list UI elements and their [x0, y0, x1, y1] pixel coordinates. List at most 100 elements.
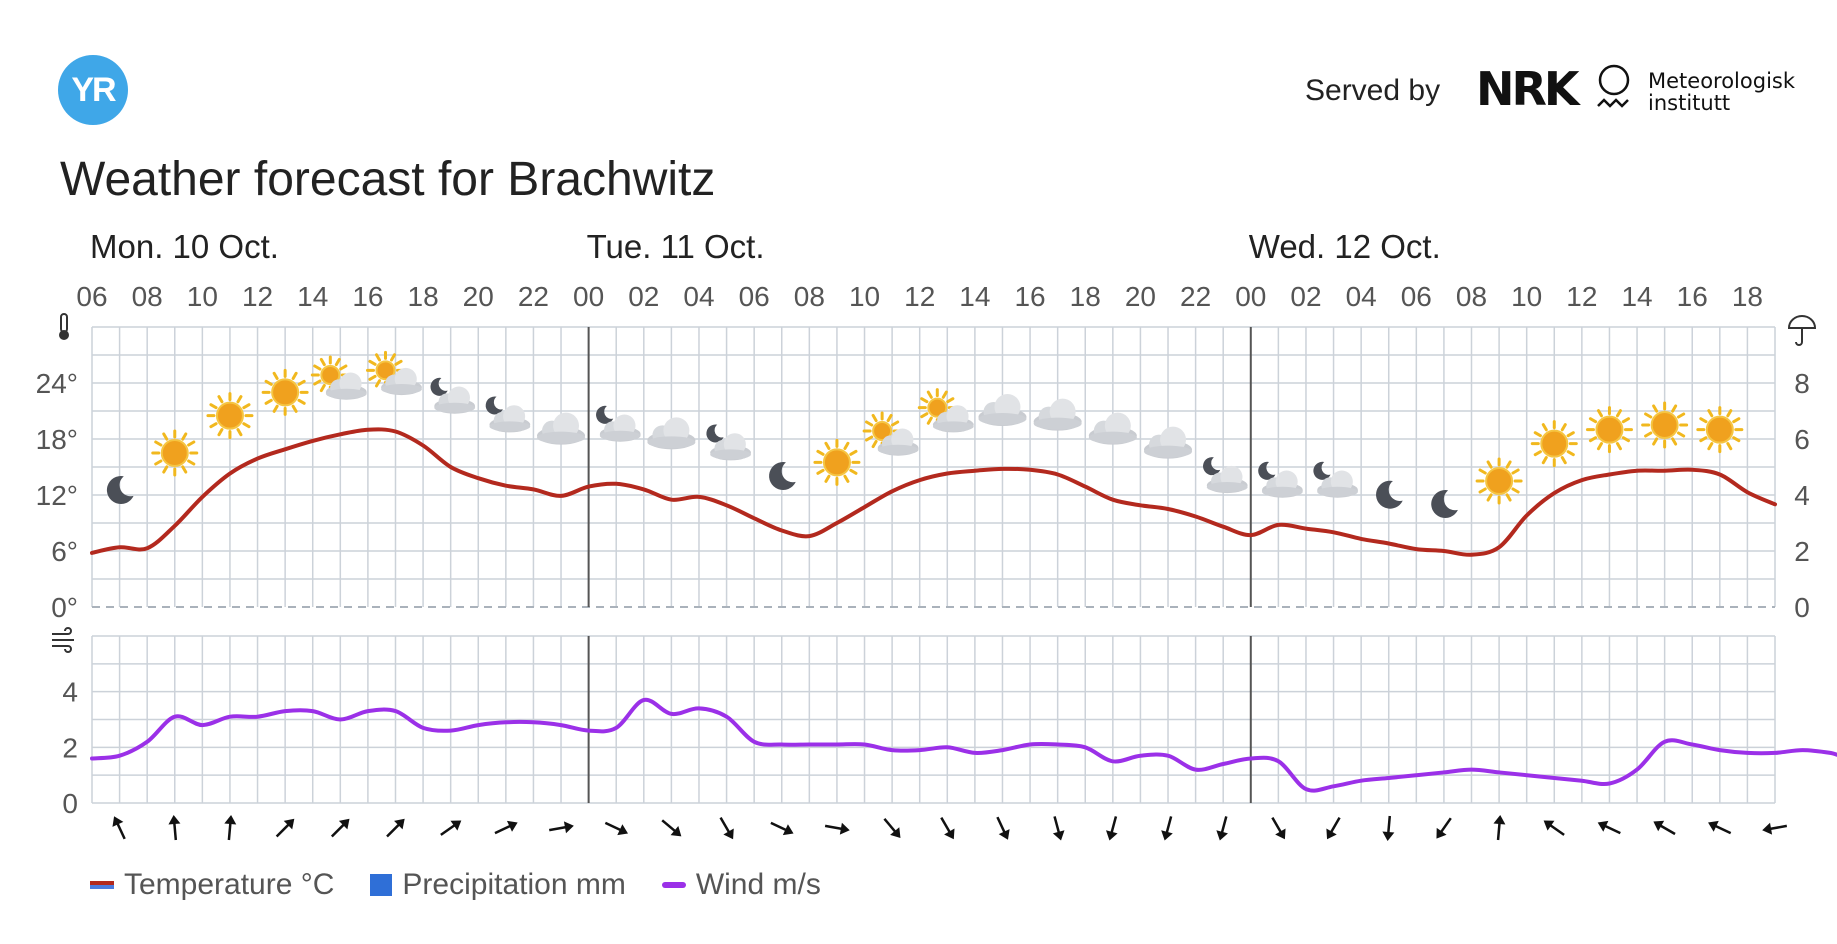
- precipitation-y-tick: 8: [1794, 368, 1810, 399]
- x-tick-label: 22: [518, 281, 549, 312]
- x-tick-labels: 06 08 10 12 14 16 18 20 22 00 02 04 06 08 10 12 14 16 18 20…: [76, 281, 1763, 312]
- x-tick-label: 08: [794, 281, 825, 312]
- wind-arrow-icon: [604, 821, 628, 836]
- legend: Temperature °C Precipitation mm Wind m/s: [90, 868, 821, 902]
- sun-cloud-icon: [917, 388, 974, 433]
- wind-icon: [52, 627, 74, 653]
- wind-arrow-icon: [168, 815, 181, 841]
- met-institute-logo-icon[interactable]: [1596, 64, 1632, 118]
- wind-arrow-icon: [1708, 820, 1732, 835]
- x-tick-label: 16: [352, 281, 383, 312]
- umbrella-icon: [1787, 315, 1817, 346]
- legend-label-precipitation: Precipitation mm: [402, 868, 626, 901]
- precipitation-y-tick: 2: [1794, 536, 1810, 567]
- moon-cloud-icon: [706, 424, 751, 461]
- wind-arrow-icon: [1543, 820, 1565, 836]
- day-label: Mon. 10 Oct.: [90, 228, 279, 265]
- precipitation-swatch: [370, 874, 393, 896]
- wind-arrow-icon: [1382, 815, 1395, 841]
- wind-arrow-icon: [440, 820, 462, 836]
- wind-arrow-icon: [824, 822, 850, 835]
- axis-icons: [52, 313, 1817, 653]
- sun-icon: [813, 438, 861, 486]
- x-tick-label: 12: [1566, 281, 1597, 312]
- sun-icon: [1585, 406, 1633, 454]
- temperature-swatch: [90, 881, 114, 889]
- moon-icon: [769, 462, 796, 491]
- moon-icon: [106, 476, 134, 505]
- x-tick-label: 20: [1125, 281, 1156, 312]
- sun-cloud-icon: [862, 411, 919, 456]
- page-title: Weather forecast for Brachwitz: [60, 153, 716, 206]
- x-tick-label: 16: [1014, 281, 1045, 312]
- wind-arrow-icon: [386, 818, 405, 838]
- wind-arrow-icon: [661, 819, 682, 837]
- temperature-y-tick: 0°: [51, 592, 78, 623]
- moon-icon: [1376, 480, 1403, 509]
- cloud-icon: [978, 394, 1027, 426]
- moon-cloud-icon: [485, 396, 531, 433]
- x-tick-label: 12: [904, 281, 935, 312]
- temperature-y-ticks: 0° 6° 12° 18° 24°: [36, 368, 78, 623]
- cloud-icon: [647, 417, 696, 450]
- precipitation-y-tick: 0: [1794, 592, 1810, 623]
- x-tick-label: 10: [187, 281, 218, 312]
- wind-arrow-icon: [1326, 816, 1341, 840]
- day-label: Tue. 11 Oct.: [587, 228, 765, 265]
- sun-cloud-icon: [365, 350, 422, 396]
- wind-direction-arrows: [112, 815, 1788, 841]
- wind-line: [90, 697, 1837, 793]
- x-tick-label: 00: [1235, 281, 1266, 312]
- weather-symbols: [106, 350, 1744, 519]
- wind-y-tick: 4: [62, 677, 78, 708]
- x-tick-label: 08: [132, 281, 163, 312]
- wind-arrow-icon: [112, 816, 126, 840]
- wind-arrow-icon: [1493, 815, 1506, 841]
- x-tick-label: 04: [1346, 281, 1377, 312]
- wind-y-ticks: 0 2 4: [62, 677, 78, 819]
- legend-item-wind[interactable]: Wind m/s: [661, 868, 821, 902]
- sun-icon: [206, 392, 254, 440]
- wind-arrow-icon: [1052, 816, 1065, 841]
- sun-icon: [1530, 420, 1578, 468]
- sun-icon: [1475, 457, 1523, 505]
- moon-cloud-icon: [430, 377, 476, 414]
- wind-arrow-icon: [1161, 816, 1173, 841]
- wind-arrow-icon: [770, 821, 794, 836]
- x-tick-label: 14: [1621, 281, 1652, 312]
- wind-y-tick: 2: [62, 732, 78, 763]
- precipitation-y-tick: 6: [1794, 424, 1810, 455]
- yr-logo[interactable]: YR: [58, 55, 128, 125]
- wind-arrow-icon: [940, 816, 955, 840]
- x-tick-label: 14: [959, 281, 990, 312]
- legend-item-precipitation[interactable]: Precipitation mm: [370, 868, 626, 902]
- wind-arrow-icon: [494, 820, 518, 835]
- sun-cloud-icon: [310, 355, 367, 400]
- x-tick-label: 18: [408, 281, 439, 312]
- sun-icon: [1696, 406, 1744, 454]
- x-tick-label: 02: [1290, 281, 1321, 312]
- x-tick-label: 06: [1401, 281, 1432, 312]
- moon-cloud-icon: [1258, 461, 1303, 498]
- x-tick-label: 10: [849, 281, 880, 312]
- moon-cloud-icon: [1203, 457, 1248, 494]
- sun-icon: [151, 429, 199, 477]
- cloud-icon: [1033, 398, 1082, 431]
- wind-arrow-icon: [1271, 816, 1286, 840]
- temperature-y-tick: 18°: [36, 424, 78, 455]
- x-tick-label: 18: [1070, 281, 1101, 312]
- moon-cloud-icon: [596, 405, 641, 442]
- nrk-logo[interactable]: NRK: [1476, 62, 1580, 116]
- header: YR Served by NRK Meteorologisk institutt: [0, 0, 1837, 140]
- wind-arrow-icon: [1762, 822, 1788, 835]
- wind-arrow-icon: [1216, 816, 1228, 841]
- met-line1: Meteorologisk: [1648, 69, 1796, 93]
- sun-icon: [261, 368, 309, 416]
- legend-item-temperature[interactable]: Temperature °C: [90, 868, 334, 902]
- legend-label-wind: Wind m/s: [695, 868, 821, 901]
- x-tick-label: 04: [683, 281, 714, 312]
- wind-y-tick: 0: [62, 788, 78, 819]
- wind-swatch: [661, 882, 686, 888]
- thermometer-icon: [59, 313, 69, 340]
